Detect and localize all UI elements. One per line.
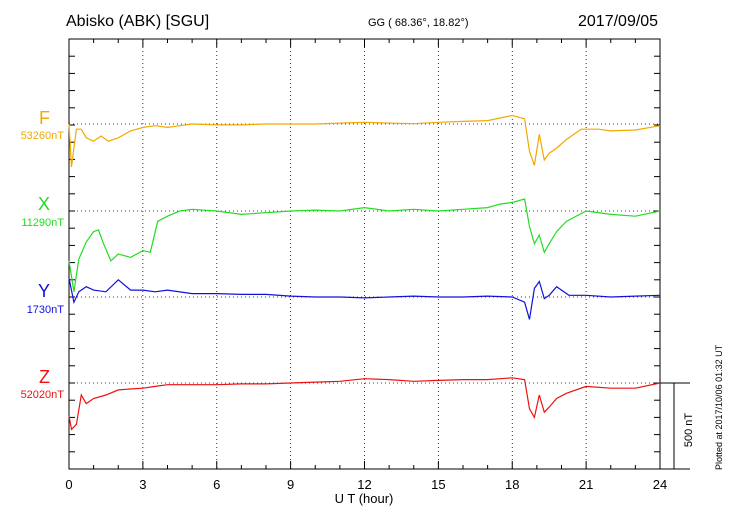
- coordinates-label: GG ( 68.36°, 18.82°): [368, 17, 469, 29]
- scale-bar-group: 500 nT: [660, 382, 695, 470]
- station-title: Abisko (ABK) [SGU]: [66, 13, 210, 30]
- component-label-f: F: [39, 108, 50, 128]
- x-tick-label: 18: [505, 477, 519, 492]
- date-label: 2017/09/05: [578, 13, 659, 30]
- series-line-x: [68, 198, 661, 292]
- baseline-label-f: 53260nT: [20, 130, 64, 142]
- x-tick-label: 0: [65, 477, 72, 492]
- series-line-z: [68, 377, 661, 431]
- x-tick-label: 9: [287, 477, 294, 492]
- series-line-f: [68, 114, 661, 168]
- scale-bar-label: 500 nT: [683, 413, 695, 448]
- x-tick-label: 3: [139, 477, 146, 492]
- component-label-x: X: [37, 194, 50, 214]
- x-tick-label: 12: [357, 477, 371, 492]
- x-tick-label: 6: [213, 477, 220, 492]
- component-label-y: Y: [37, 281, 50, 301]
- component-label-z: Z: [39, 367, 50, 387]
- x-tick-label: 21: [579, 477, 593, 492]
- grid: [69, 39, 660, 469]
- series-group: [68, 114, 661, 431]
- baseline-label-x: 11290nT: [21, 217, 64, 229]
- x-tick-label: 15: [431, 477, 445, 492]
- baseline-label-y: 1730nT: [26, 304, 64, 316]
- x-tick-label: 24: [653, 477, 667, 492]
- axis-ticks: 0 3 6 9 12 15 18 21 24: [65, 38, 667, 492]
- baseline-label-z: 52020nT: [20, 389, 64, 401]
- x-axis-label: U T (hour): [335, 491, 394, 506]
- series-line-y: [68, 277, 661, 320]
